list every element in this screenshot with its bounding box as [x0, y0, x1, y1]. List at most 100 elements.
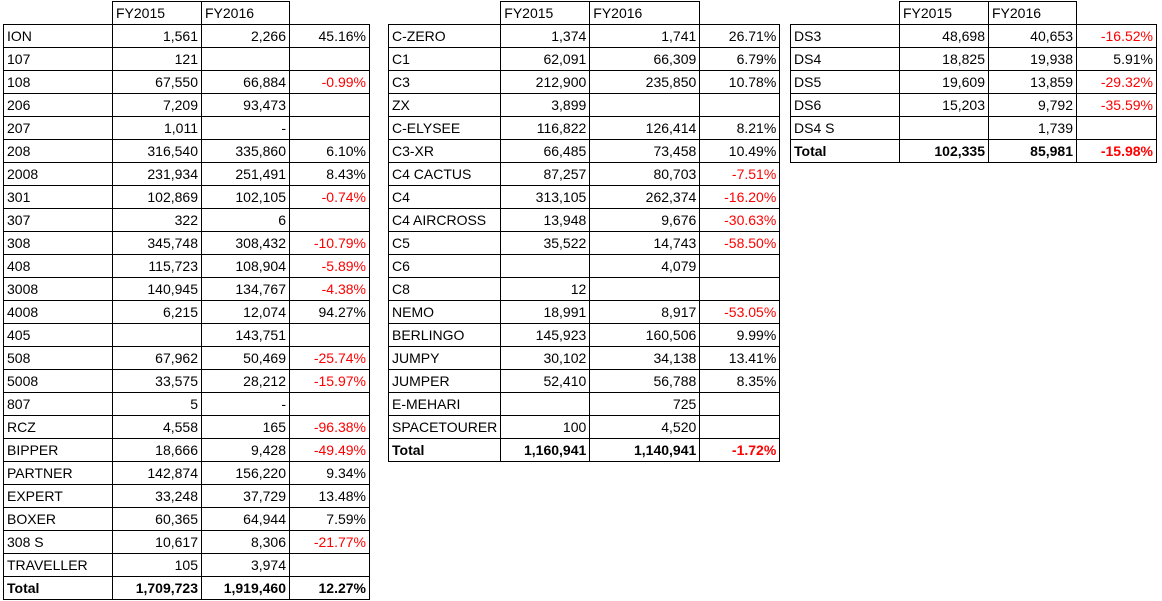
model-cell: 208	[3, 139, 113, 163]
fy2016-cell: 6	[201, 208, 290, 232]
header-row: FY2015 FY2016	[791, 1, 1157, 25]
change-cell: -4.38%	[289, 277, 370, 301]
model-cell: 107	[3, 47, 113, 71]
fy2015-cell: 115,723	[112, 254, 202, 278]
table-row: JUMPY 30,102 34,138 13.41%	[387, 346, 781, 370]
change-cell: 6.79%	[699, 47, 781, 71]
model-cell: NEMO	[387, 300, 502, 324]
fy2016-cell: 64,944	[201, 507, 290, 531]
fy2016-cell: 2,266	[201, 24, 290, 48]
fy2015-cell: 13,948	[500, 208, 591, 232]
table-row: 308 S 10,617 8,306 -21.77%	[3, 530, 370, 554]
header-blank	[700, 2, 780, 25]
table-row: BOXER 60,365 64,944 7.59%	[3, 507, 370, 531]
fy2016-cell: 134,767	[201, 277, 290, 301]
fy2016-cell: 235,850	[589, 70, 701, 94]
table-row: 807 5-	[3, 392, 370, 416]
change-cell: 10.78%	[699, 70, 781, 94]
model-cell: DS6	[790, 93, 900, 117]
fy2016-cell: 4,079	[589, 254, 701, 278]
change-cell: 7.59%	[289, 507, 370, 531]
change-cell: -53.05%	[699, 300, 781, 324]
model-cell: ZX	[387, 93, 502, 117]
table-row: DS4 S 1,739	[790, 116, 1157, 140]
fy2016-cell: 251,491	[201, 162, 290, 186]
table-row: ION 1,561 2,266 45.16%	[3, 24, 370, 48]
model-cell: Total	[387, 438, 502, 462]
change-cell: -16.52%	[1076, 24, 1157, 48]
change-cell	[1076, 116, 1157, 140]
table-row: C1 62,091 66,309 6.79%	[387, 47, 781, 71]
change-cell	[289, 323, 370, 347]
change-cell: -16.20%	[699, 185, 781, 209]
table-row: C4 CACTUS 87,257 80,703 -7.51%	[387, 162, 781, 186]
change-cell: -96.38%	[289, 415, 370, 439]
fy2016-cell: 126,414	[589, 116, 701, 140]
change-cell	[699, 415, 781, 439]
change-cell: 10.49%	[699, 139, 781, 163]
model-cell: DS3	[790, 24, 900, 48]
table-row: 2008 231,934 251,491 8.43%	[3, 162, 370, 186]
header-blank	[389, 2, 501, 25]
change-cell: 8.21%	[699, 116, 781, 140]
table-row: C5 35,522 14,743 -58.50%	[387, 231, 781, 255]
fy2015-cell: 18,991	[500, 300, 591, 324]
table-row: C3-XR 66,485 73,458 10.49%	[387, 139, 781, 163]
fy2016-cell: 335,860	[201, 139, 290, 163]
fy2016-cell: 56,788	[589, 369, 701, 393]
table-row: 308 345,748 308,432 -10.79%	[3, 231, 370, 255]
table-row: 208 316,540 335,860 6.10%	[3, 139, 370, 163]
fy2015-cell: 1,160,941	[500, 438, 591, 462]
fy2016-cell	[589, 277, 701, 301]
change-cell	[699, 254, 781, 278]
fy2015-cell: 33,248	[112, 484, 202, 508]
fy2016-cell: 4,520	[589, 415, 701, 439]
fy2015-cell: 30,102	[500, 346, 591, 370]
fy2016-cell: 8,306	[201, 530, 290, 554]
fy2016-cell: 9,676	[589, 208, 701, 232]
fy2015-cell	[112, 323, 202, 347]
fy2015-cell: 116,822	[500, 116, 591, 140]
model-cell: SPACETOURER	[387, 415, 502, 439]
change-cell	[289, 392, 370, 416]
fy2015-cell: 15,203	[899, 93, 989, 117]
table-row: 107 121	[3, 47, 370, 71]
table-row: C-ZERO 1,374 1,741 26.71%	[387, 24, 781, 48]
fy2015-cell: 7,209	[112, 93, 202, 117]
table-row: 4008 6,215 12,074 94.27%	[3, 300, 370, 324]
change-cell	[289, 553, 370, 577]
fy2015-cell: 121	[112, 47, 202, 71]
header-blank	[1077, 2, 1157, 25]
change-cell: -49.49%	[289, 438, 370, 462]
model-cell: 307	[3, 208, 113, 232]
fy2015-cell: 52,410	[500, 369, 591, 393]
model-cell: 2008	[3, 162, 113, 186]
fy2015-cell: 67,962	[112, 346, 202, 370]
model-cell: 3008	[3, 277, 113, 301]
table-row: 408 115,723 108,904 -5.89%	[3, 254, 370, 278]
fy2016-cell: 66,884	[201, 70, 290, 94]
model-cell: C1	[387, 47, 502, 71]
table-row: DS5 19,609 13,859 -29.32%	[790, 70, 1157, 94]
model-cell: C5	[387, 231, 502, 255]
model-cell: 508	[3, 346, 113, 370]
change-cell: 45.16%	[289, 24, 370, 48]
header-blank	[4, 2, 113, 25]
fy2015-cell: 345,748	[112, 231, 202, 255]
fy2015-cell: 231,934	[112, 162, 202, 186]
model-cell: JUMPER	[387, 369, 502, 393]
fy2015-cell: 18,825	[899, 47, 989, 71]
model-cell: C-ELYSEE	[387, 116, 502, 140]
fy2016-cell: 1,741	[589, 24, 701, 48]
fy2015-cell: 100	[500, 415, 591, 439]
change-cell: -7.51%	[699, 162, 781, 186]
table-row: DS3 48,698 40,653 -16.52%	[790, 24, 1157, 48]
fy2015-cell: 66,485	[500, 139, 591, 163]
table-row: EXPERT 33,248 37,729 13.48%	[3, 484, 370, 508]
model-cell: 4008	[3, 300, 113, 324]
header-blank	[791, 2, 900, 25]
model-cell: DS4 S	[790, 116, 900, 140]
table-row: E-MEHARI 725	[387, 392, 781, 416]
fy2015-cell: 316,540	[112, 139, 202, 163]
fy2016-cell: 73,458	[589, 139, 701, 163]
